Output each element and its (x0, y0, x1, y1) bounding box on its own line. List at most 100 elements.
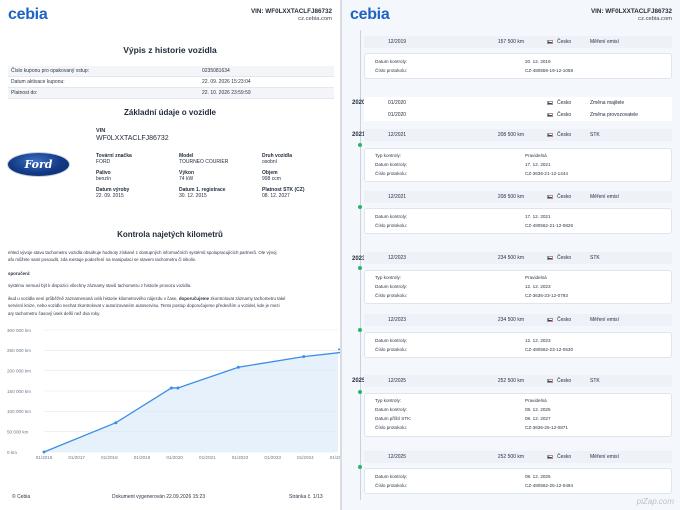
detail-row: Číslo protokolu: CZ-3636-23-12-0793 (375, 293, 568, 298)
timeline-event[interactable]: 01/2020 Česko Změna majitele (364, 97, 672, 109)
detail-key: Typ kontroly: (375, 153, 402, 158)
detail-row: Datum kontroly: 12. 12. 2023 (375, 284, 551, 289)
report-page-1: cebia VIN: WF0LXXTACLFJ86732 cz.cebia.co… (7, 6, 340, 500)
detail-value: CZ-3636-21-12-1444 (525, 171, 568, 176)
spec-stk-validity: Platnost STK (CZ) 08. 12. 2027 (262, 187, 305, 199)
detail-value: 20. 12. 2019 (525, 59, 551, 64)
coupon-label: Číslo kuponu pro opakovaný vstup: (11, 68, 90, 74)
coupon-row: Datum aktivace kuponu: 22. 09. 2026 15:2… (8, 77, 334, 88)
detail-key: Typ kontroly: (375, 275, 402, 280)
event-detail: Typ kontroly: Pravidelná Datum kontroly: 0… (364, 393, 672, 437)
y-tick-label: 150 000 km (7, 389, 31, 394)
spec-value: 08. 12. 2027 (262, 193, 290, 199)
footer-copyright: © Cebia (12, 494, 31, 500)
event-km: 252 500 km (497, 454, 524, 460)
spec-value: 22. 09. 2015 (96, 193, 124, 199)
spec-value: 74 kW (179, 176, 194, 182)
timeline-event[interactable]: 12/2021 208 500 km Česko STK (364, 129, 672, 141)
spec-fuel: Palivo benzín (96, 170, 111, 182)
x-tick-label: 01/2021 (199, 455, 216, 460)
footer-page-number: Stránka č. 1/13 (289, 494, 323, 500)
event-type: Měření emisí (590, 39, 619, 45)
spec-volume: Objem 998 ccm (262, 170, 281, 182)
spec-value: benzín (96, 176, 112, 182)
event-date: 12/2021 (388, 132, 407, 138)
detail-key: Číslo protokolu: (375, 68, 407, 73)
detail-value: 08. 12. 2027 (525, 416, 551, 421)
event-country: Česko (557, 454, 572, 460)
detail-key: Datum kontroly: (375, 59, 408, 64)
detail-row: Datum kontroly: 20. 12. 2019 (375, 59, 551, 64)
timeline-event[interactable]: 12/2023 234 500 km Česko Měření emisí (364, 314, 672, 326)
spec-registration-date: Datum 1. registrace 30. 12. 2015 (179, 187, 225, 199)
detail-row: Datum kontroly: 08. 12. 2025 (375, 407, 551, 412)
timeline-event[interactable]: 12/2023 234 500 km Česko STK (364, 252, 672, 264)
detail-key: Datum příští STK: (375, 416, 412, 421)
event-type: Měření emisí (590, 317, 619, 323)
detail-key: Typ kontroly: (375, 398, 402, 403)
detail-key: Číslo protokolu: (375, 223, 407, 228)
report-title: Výpis z historie vozidla (123, 45, 217, 55)
detail-key: Číslo protokolu: (375, 425, 407, 430)
timeline-dot (358, 143, 362, 147)
spec-value: osobní (262, 159, 278, 165)
spec-key: Datum 1. registrace (179, 187, 226, 193)
odometer-area (44, 349, 340, 452)
event-type: STK (590, 255, 600, 261)
y-tick-label: 250 000 km (7, 348, 31, 353)
event-type: STK (590, 132, 600, 138)
detail-row: Číslo protokolu: CZ-480562-21-12-0826 (375, 223, 573, 228)
header-url[interactable]: cz.cebia.com (298, 16, 332, 22)
detail-value: CZ-3636-25-12-0871 (525, 425, 568, 430)
timeline-event[interactable]: 12/2025 252 500 km Česko STK (364, 375, 672, 387)
event-date: 12/2025 (388, 454, 407, 460)
intro-line: servisní knize, nebo vozidlo nechat zkon… (8, 303, 280, 308)
page-divider (340, 0, 342, 510)
timeline-event[interactable]: 01/2020 Česko Změna provozovatele (364, 109, 672, 121)
detail-value: 08. 12. 2025 (525, 407, 551, 412)
detail-value: 12. 12. 2023 (525, 284, 551, 289)
coupon-row: Číslo kuponu pro opakovaný vstup: 023508… (8, 66, 334, 77)
spec-type: Druh vozidla osobní (262, 153, 292, 165)
spec-key: Platnost STK (CZ) (262, 187, 305, 193)
y-tick-label: 100 000 km (7, 409, 31, 414)
spec-key: Druh vozidla (262, 153, 293, 159)
event-km: 234 500 km (497, 317, 524, 323)
event-detail: Datum kontroly: 08. 12. 2025 Číslo protok… (364, 468, 672, 494)
y-tick-label: 200 000 km (7, 368, 31, 373)
timeline-year: 2023 (352, 256, 366, 262)
cebia-logo: cebia (350, 6, 390, 23)
y-tick-label: 300 000 km (7, 328, 31, 333)
czech-flag-icon (547, 256, 553, 260)
coupon-row: Platnost do: 22. 10. 2026 23:59:59 (8, 88, 334, 99)
timeline-event[interactable]: 12/2021 208 500 km Česko Měření emisí (364, 191, 672, 203)
detail-value: 17. 12. 2021 (525, 214, 551, 219)
detail-value: Pravidelná (525, 398, 547, 403)
detail-row: Datum příští STK: 08. 12. 2027 (375, 416, 551, 421)
timeline-line (360, 30, 361, 500)
odometer-point (236, 365, 240, 369)
header-vin: VIN: WF0LXXTACLFJ86732 (590, 8, 672, 15)
header-url[interactable]: cz.cebia.com (638, 16, 672, 22)
spec-key: Datum výroby (96, 187, 130, 193)
czech-flag-icon (547, 133, 553, 137)
detail-key: Datum kontroly: (375, 474, 408, 479)
spec-key: Tovární značka (96, 153, 132, 159)
odometer-point (169, 386, 173, 390)
timeline-event[interactable]: 12/2019 157 500 km Česko Měření emisí (364, 36, 672, 48)
event-date: 01/2020 (388, 100, 407, 106)
event-detail: Typ kontroly: Pravidelná Datum kontroly: 1… (364, 270, 672, 304)
timeline-event[interactable]: 12/2025 252 500 km Česko Měření emisí (364, 451, 672, 463)
detail-key: Datum kontroly: (375, 407, 408, 412)
intro-line: afu můžete sami posoudit, zda existuje p… (8, 257, 196, 262)
odometer-line (43, 348, 340, 453)
pizap-watermark: piZap.com (636, 497, 674, 506)
detail-row: Číslo protokolu: CZ-480562-23-12-0530 (375, 347, 573, 352)
coupon-value: 22. 10. 2026 23:59:59 (202, 90, 251, 96)
detail-value: 08. 12. 2025 (525, 474, 551, 479)
detail-row: Číslo protokolu: CZ-3636-21-12-1444 (375, 171, 568, 176)
km-check-title: Kontrola najetých kilometrů (117, 230, 223, 239)
detail-row: Datum kontroly: 17. 12. 2021 (375, 162, 551, 167)
detail-row: Typ kontroly: Pravidelná (375, 153, 547, 158)
czech-flag-icon (547, 113, 553, 117)
